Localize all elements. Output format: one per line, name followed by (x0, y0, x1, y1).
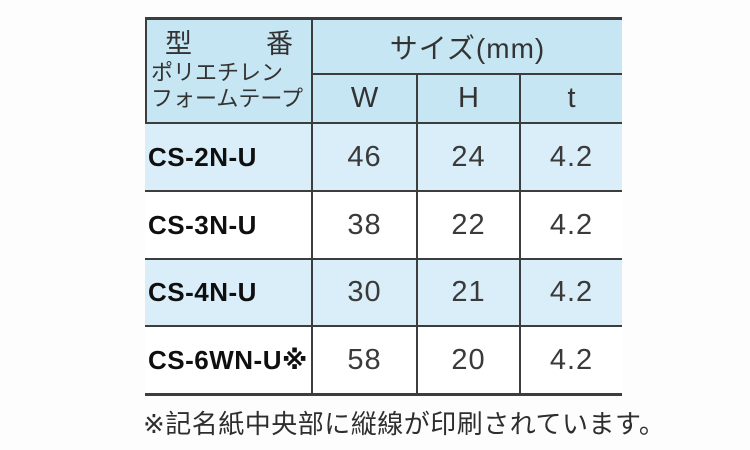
value-w: 30 (347, 276, 382, 308)
value-h: 24 (451, 140, 486, 173)
table-row-4-w-cell: 58 (313, 327, 418, 393)
table-row-2-t-cell: 4.2 (521, 192, 622, 260)
table-row-3-w-cell: 30 (313, 260, 418, 327)
table-row-4-h-cell: 20 (418, 327, 521, 393)
model-header-cell: 型 番 ポリエチレン フォームテープ (145, 20, 313, 124)
size-spec-table: 型 番 ポリエチレン フォームテープ サイズ(mm) W H t CS-2N-U… (145, 17, 622, 396)
table-row-2-model-cell: CS-3N-U (145, 192, 313, 260)
model-name: CS-6WN-U※ (148, 344, 308, 375)
model-header-subline-2: フォームテープ (151, 85, 304, 111)
table-row-1-model-cell: CS-2N-U (145, 124, 313, 192)
value-w: 38 (347, 208, 382, 241)
value-w: 46 (347, 140, 382, 173)
column-header-w-label: W (350, 82, 379, 114)
value-t: 4.2 (549, 276, 594, 308)
table-row-1-h-cell: 24 (418, 124, 521, 192)
table-row-2-h-cell: 22 (418, 192, 521, 260)
column-header-t-label: t (567, 82, 576, 114)
value-h: 20 (451, 343, 486, 376)
model-header-char-right: 番 (266, 28, 293, 59)
model-header-char-left: 型 (165, 28, 192, 59)
column-header-t: t (521, 75, 622, 124)
table-row-3-model-cell: CS-4N-U (145, 260, 313, 327)
value-w: 58 (347, 343, 382, 376)
column-header-h-label: H (458, 82, 479, 114)
footnote: ※記名紙中央部に縦線が印刷されています。 (143, 409, 666, 439)
size-header-label: サイズ(mm) (389, 32, 546, 64)
value-t: 4.2 (549, 140, 594, 173)
table-row-3-t-cell: 4.2 (521, 260, 622, 327)
value-t: 4.2 (549, 343, 594, 376)
model-name: CS-3N-U (148, 209, 257, 240)
model-name: CS-4N-U (148, 277, 257, 307)
column-header-h: H (418, 75, 521, 124)
column-header-w: W (313, 75, 418, 124)
model-header-subline-1: ポリエチレン (151, 60, 284, 85)
model-header-title: 型 番 (151, 29, 307, 60)
model-name: CS-2N-U (148, 141, 257, 172)
table-row-4-t-cell: 4.2 (521, 327, 622, 393)
size-header-cell: サイズ(mm) (313, 20, 622, 75)
table-row-1-w-cell: 46 (313, 124, 418, 192)
table-row-4-model-cell: CS-6WN-U※ (145, 327, 313, 393)
value-h: 22 (451, 208, 486, 241)
table-row-3-h-cell: 21 (418, 260, 521, 327)
table-row-2-w-cell: 38 (313, 192, 418, 260)
table-row-1-t-cell: 4.2 (521, 124, 622, 192)
value-h: 21 (451, 276, 486, 308)
value-t: 4.2 (549, 208, 594, 241)
